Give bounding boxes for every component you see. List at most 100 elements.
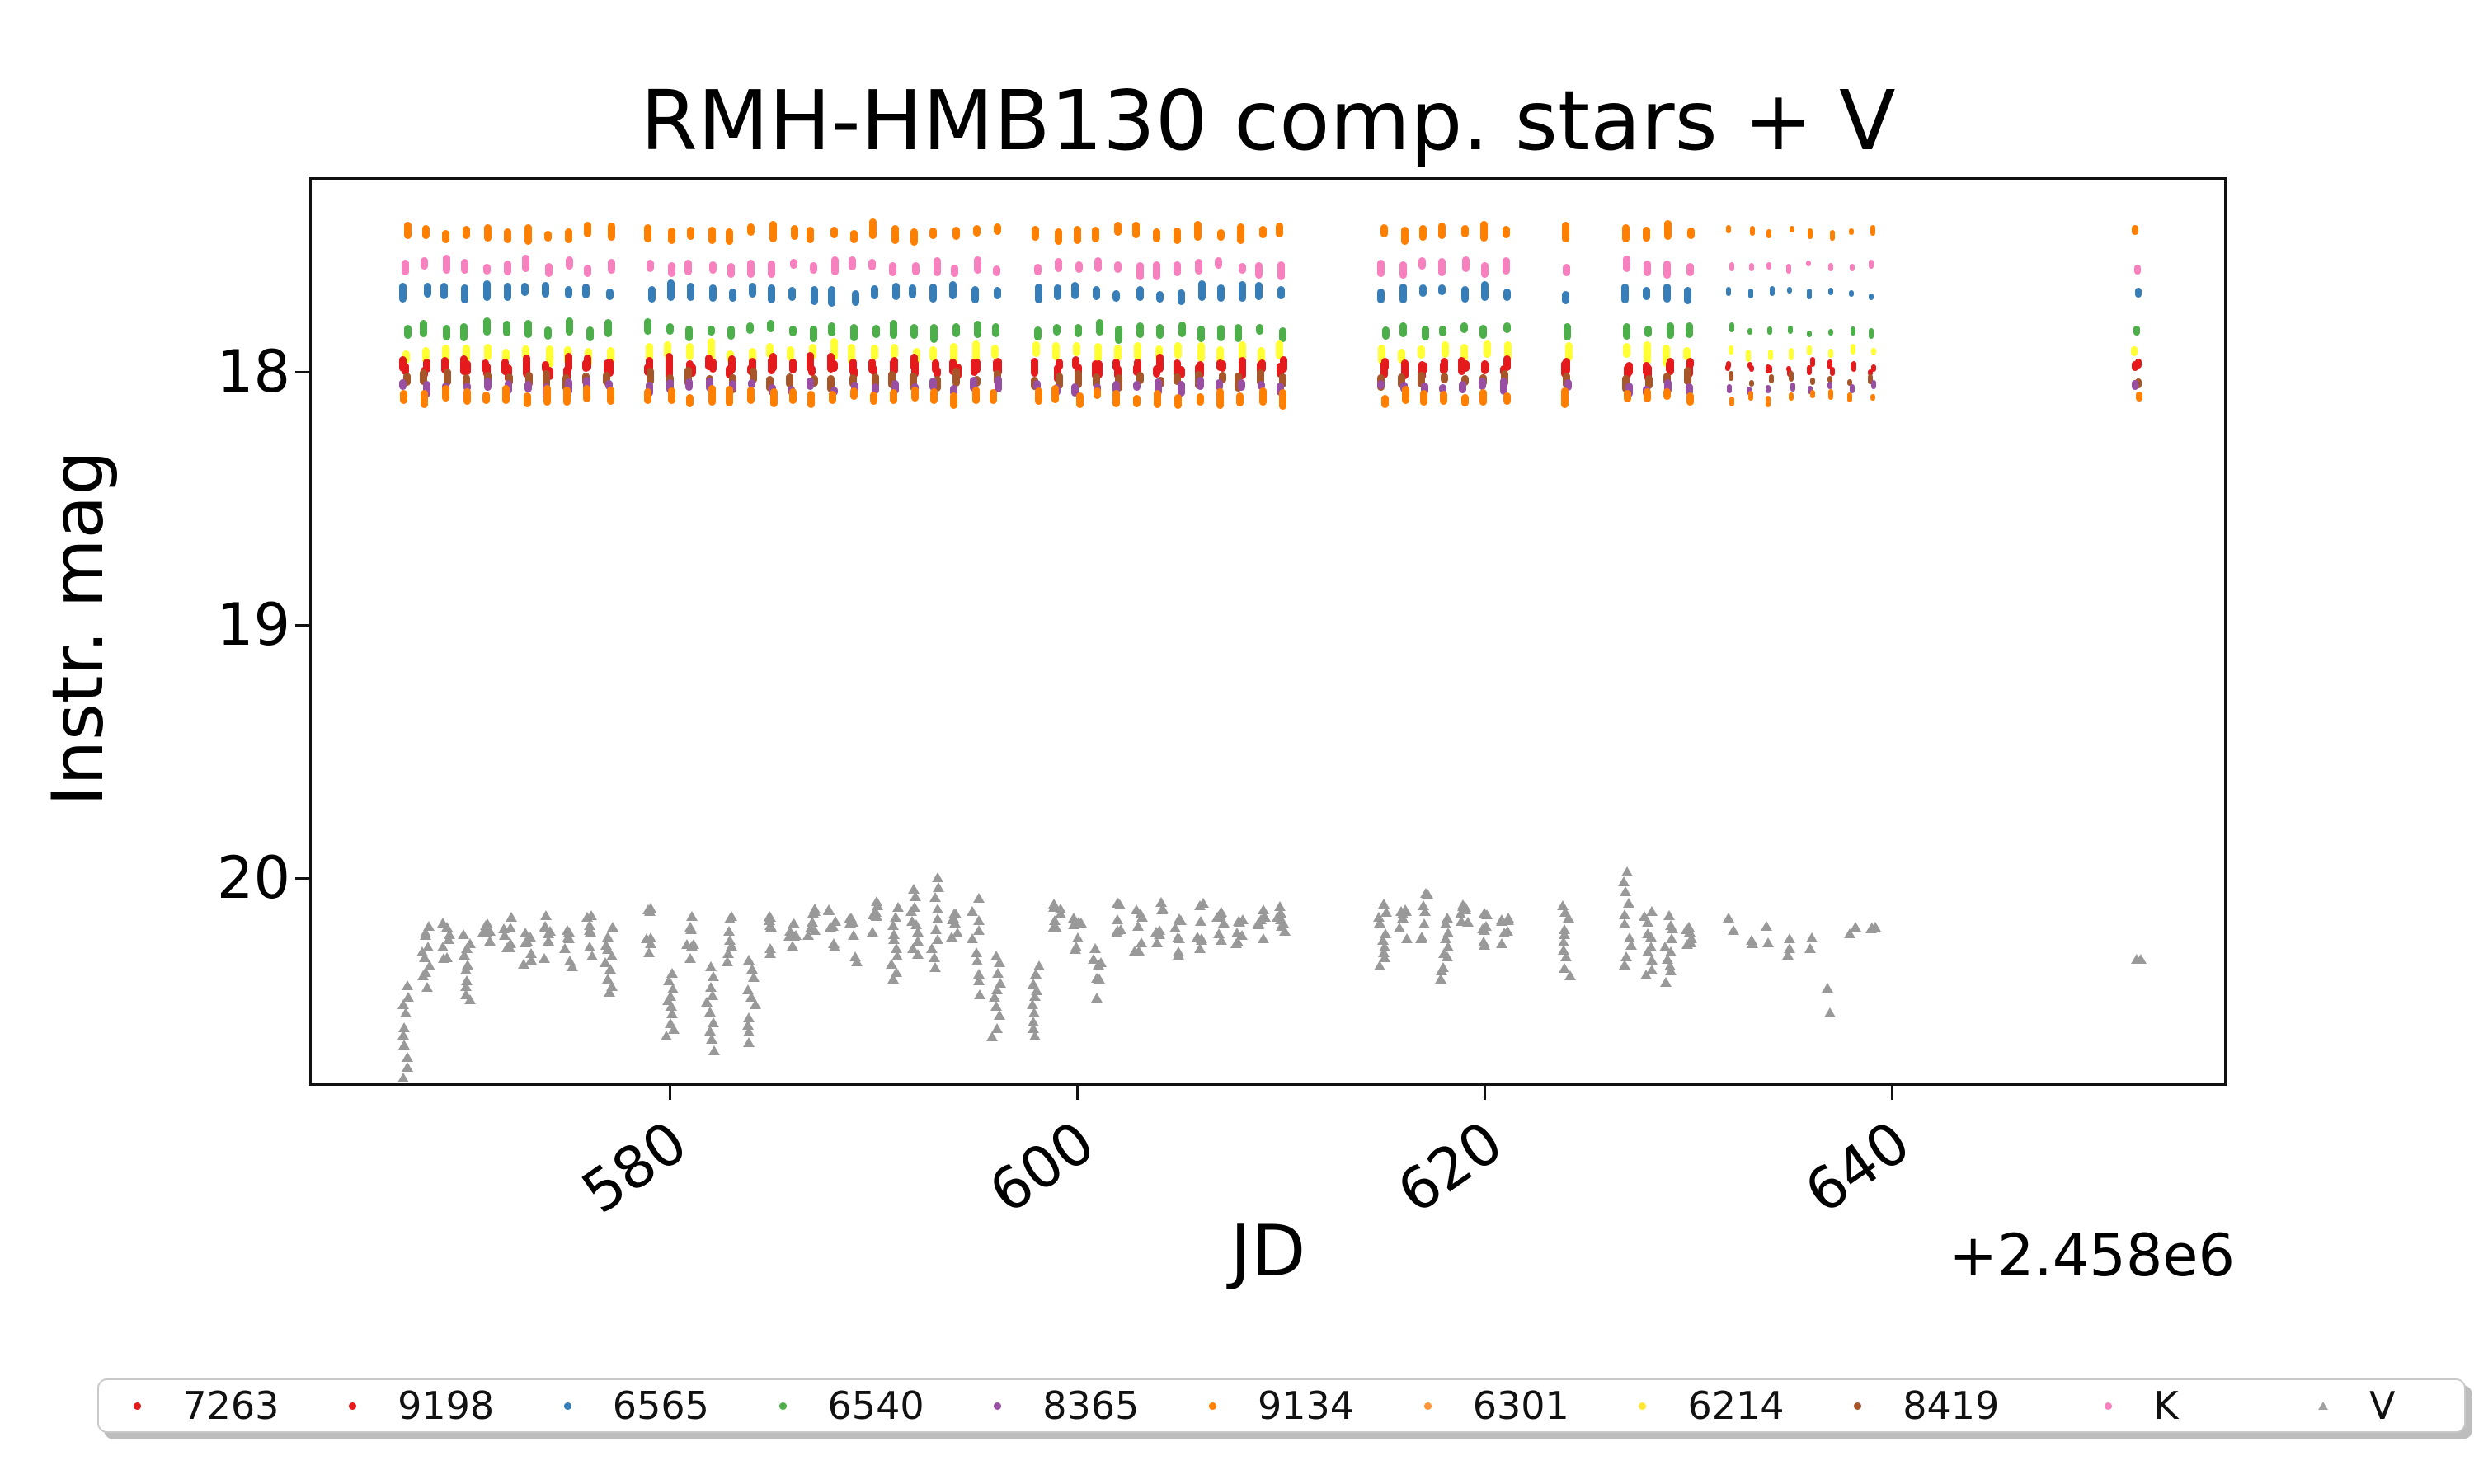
data-cluster-6214 (1032, 340, 1040, 358)
data-cluster-9134 (403, 222, 412, 240)
data-cluster-6565 (686, 283, 694, 302)
data-cluster-9134 (422, 224, 430, 239)
data-cluster-8365 (891, 379, 899, 394)
data-cluster-8365 (970, 377, 978, 392)
data-cluster-K (1766, 261, 1771, 270)
data-cluster-6540 (1806, 330, 1812, 337)
data-cluster-K (1034, 263, 1042, 276)
data-cluster-6565 (1642, 287, 1650, 301)
data-cluster-6301 (1094, 387, 1102, 400)
data-cluster-8365 (1132, 380, 1141, 392)
data-cluster-8419 (811, 375, 819, 387)
v-star-point (931, 933, 943, 944)
data-cluster-9134 (524, 224, 532, 246)
v-star-point (849, 951, 861, 962)
data-cluster-6214 (1155, 345, 1163, 362)
data-cluster-9198 (1441, 357, 1449, 374)
data-cluster-8419 (1460, 375, 1469, 387)
legend-label: 9134 (1258, 1383, 1355, 1428)
v-star-point (2134, 954, 2147, 965)
data-cluster-6301 (950, 392, 958, 410)
data-cluster-6565 (852, 289, 860, 306)
data-cluster-6565 (891, 282, 900, 300)
legend: 7263 9198 6565 6540 8365 9134 6301 6214 8419 K V (97, 1378, 2466, 1433)
data-cluster-9134 (1561, 221, 1569, 242)
data-cluster-8365 (1258, 381, 1265, 391)
data-cluster-6540 (566, 317, 574, 336)
v-star-point (518, 959, 530, 970)
data-cluster-6214 (871, 344, 879, 360)
data-cluster-9134 (1663, 220, 1672, 241)
data-cluster-9198 (1767, 365, 1773, 374)
v-star-point (805, 922, 817, 932)
data-cluster-6301 (543, 385, 551, 406)
v-star-point (660, 1030, 672, 1040)
data-cluster-6214 (1197, 341, 1205, 363)
data-cluster-K (810, 261, 818, 274)
data-cluster-6301 (1561, 387, 1569, 409)
v-star-point (504, 922, 516, 932)
data-cluster-7263 (541, 360, 549, 373)
v-star-point (991, 984, 1004, 995)
data-cluster-6301 (1278, 388, 1286, 410)
data-cluster-6540 (442, 324, 450, 341)
data-cluster-8419 (1684, 367, 1691, 385)
data-cluster-6301 (1663, 387, 1671, 401)
data-cluster-6540 (2133, 325, 2141, 336)
data-cluster-9134 (1766, 229, 1771, 238)
data-cluster-7263 (565, 353, 573, 372)
v-star-point (459, 981, 472, 992)
data-cluster-K (993, 265, 1001, 277)
data-cluster-6565 (1277, 285, 1285, 299)
data-cluster-6540 (1095, 319, 1103, 336)
v-star-point (583, 941, 595, 951)
data-cluster-6565 (1071, 282, 1079, 299)
v-star-point (1130, 904, 1142, 915)
data-cluster-K (1563, 263, 1571, 277)
data-cluster-6540 (1869, 328, 1874, 339)
data-cluster-8365 (706, 377, 714, 392)
data-cluster-9134 (929, 228, 937, 240)
v-star-point (786, 941, 798, 951)
legend-item-9198: 9198 (314, 1380, 529, 1431)
data-cluster-6214 (607, 347, 615, 364)
data-cluster-9198 (1418, 360, 1427, 380)
v-star-point (397, 1040, 410, 1050)
data-cluster-6540 (1788, 326, 1794, 334)
v-star-point (1089, 943, 1101, 954)
data-cluster-9134 (1848, 228, 1854, 235)
v-star-point (746, 964, 759, 974)
data-cluster-6565 (1034, 283, 1042, 303)
data-cluster-6540 (524, 319, 532, 339)
legend-label: 6540 (827, 1383, 924, 1428)
v-star-point (1501, 925, 1513, 936)
data-cluster-9134 (584, 222, 592, 238)
v-star-point (645, 932, 657, 942)
data-cluster-K (522, 255, 529, 272)
data-cluster-7263 (1747, 362, 1752, 369)
data-cluster-6565 (1155, 290, 1164, 303)
data-cluster-8365 (1215, 378, 1223, 392)
v-star-point (925, 943, 938, 954)
v-star-point (401, 1052, 413, 1063)
data-cluster-K (1377, 259, 1385, 277)
data-cluster-K (545, 263, 553, 277)
data-cluster-6565 (1869, 294, 1874, 301)
data-cluster-K (1255, 262, 1263, 279)
data-cluster-K (888, 261, 896, 276)
data-cluster-8365 (1870, 380, 1876, 389)
data-cluster-9134 (1114, 222, 1122, 237)
data-cluster-8365 (423, 381, 431, 397)
v-star-point (1640, 970, 1653, 980)
data-cluster-6214 (949, 342, 957, 367)
data-cluster-7263 (423, 358, 431, 373)
data-cluster-9134 (973, 224, 981, 237)
data-cluster-6540 (1685, 322, 1693, 338)
data-cluster-9198 (971, 359, 979, 376)
v-star-point (707, 970, 719, 981)
v-star-point (505, 911, 517, 922)
data-cluster-9134 (806, 226, 814, 244)
data-cluster-6214 (787, 345, 795, 362)
v-star-point (1051, 922, 1063, 932)
v-star-point (1622, 897, 1634, 908)
